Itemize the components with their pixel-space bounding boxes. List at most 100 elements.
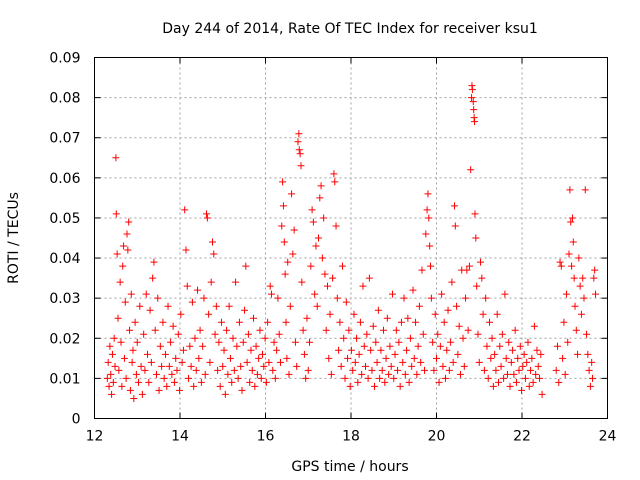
data-point bbox=[429, 338, 437, 346]
data-point bbox=[266, 282, 274, 290]
data-point bbox=[529, 378, 537, 386]
data-point bbox=[501, 290, 509, 298]
data-point bbox=[317, 182, 325, 190]
data-point bbox=[568, 262, 576, 270]
data-point bbox=[401, 370, 409, 378]
data-point bbox=[194, 286, 202, 294]
data-point bbox=[167, 338, 175, 346]
data-point bbox=[516, 342, 524, 350]
data-point bbox=[331, 178, 339, 186]
data-point bbox=[241, 306, 249, 314]
data-point bbox=[408, 362, 416, 370]
data-point bbox=[152, 370, 160, 378]
data-point bbox=[219, 362, 227, 370]
data-point bbox=[342, 298, 350, 306]
data-point bbox=[201, 370, 209, 378]
data-point bbox=[294, 138, 302, 146]
data-point bbox=[507, 358, 515, 366]
y-tick-label: 0 bbox=[72, 412, 81, 428]
data-point bbox=[321, 270, 329, 278]
data-point bbox=[478, 274, 486, 282]
data-point bbox=[382, 354, 390, 362]
data-point bbox=[225, 302, 233, 310]
data-point bbox=[580, 294, 588, 302]
data-points bbox=[103, 82, 600, 402]
data-point bbox=[203, 210, 211, 218]
data-point bbox=[195, 354, 203, 362]
data-point bbox=[427, 262, 435, 270]
data-point bbox=[216, 382, 224, 390]
data-point bbox=[186, 342, 194, 350]
data-point bbox=[178, 358, 186, 366]
data-point bbox=[410, 354, 418, 362]
data-point bbox=[281, 270, 289, 278]
data-point bbox=[307, 262, 315, 270]
data-point bbox=[217, 318, 225, 326]
data-point bbox=[154, 294, 162, 302]
data-point bbox=[505, 338, 513, 346]
data-point bbox=[480, 366, 488, 374]
data-point bbox=[415, 302, 423, 310]
y-tick-label: 0.02 bbox=[49, 331, 80, 347]
data-point bbox=[500, 374, 508, 382]
data-point bbox=[105, 382, 113, 390]
data-point bbox=[229, 334, 237, 342]
data-point bbox=[151, 326, 159, 334]
data-point bbox=[103, 374, 111, 382]
data-point bbox=[397, 318, 405, 326]
chart-title: Day 244 of 2014, Rate Of TEC Index for r… bbox=[162, 21, 538, 37]
data-point bbox=[309, 218, 317, 226]
data-point bbox=[536, 374, 544, 382]
data-point bbox=[488, 334, 496, 342]
data-point bbox=[467, 166, 475, 174]
data-point bbox=[350, 310, 358, 318]
data-point bbox=[479, 310, 487, 318]
data-point bbox=[592, 290, 600, 298]
data-point bbox=[438, 290, 446, 298]
data-point bbox=[211, 330, 219, 338]
data-point bbox=[390, 374, 398, 382]
data-point bbox=[388, 290, 396, 298]
x-tick-label: 12 bbox=[86, 429, 104, 445]
data-point bbox=[377, 346, 385, 354]
data-point bbox=[120, 354, 128, 362]
data-point bbox=[130, 394, 138, 402]
data-point bbox=[449, 358, 457, 366]
data-point bbox=[290, 226, 298, 234]
x-tick-label: 22 bbox=[513, 429, 531, 445]
data-point bbox=[275, 330, 283, 338]
data-point bbox=[406, 334, 414, 342]
data-point bbox=[163, 382, 171, 390]
data-point bbox=[399, 358, 407, 366]
data-point bbox=[385, 370, 393, 378]
data-point bbox=[118, 382, 126, 390]
data-point bbox=[172, 354, 180, 362]
data-point bbox=[360, 342, 368, 350]
data-point bbox=[322, 326, 330, 334]
data-point bbox=[502, 354, 510, 362]
data-point bbox=[242, 262, 250, 270]
data-point bbox=[128, 358, 136, 366]
data-point bbox=[486, 318, 494, 326]
data-point bbox=[562, 290, 570, 298]
data-point bbox=[279, 178, 287, 186]
data-point bbox=[565, 250, 573, 258]
data-point bbox=[568, 214, 576, 222]
data-point bbox=[182, 246, 190, 254]
data-point bbox=[264, 318, 272, 326]
data-point bbox=[221, 390, 229, 398]
data-point bbox=[421, 366, 429, 374]
data-point bbox=[248, 366, 256, 374]
data-point bbox=[279, 202, 287, 210]
data-point bbox=[372, 338, 380, 346]
data-point bbox=[532, 370, 540, 378]
data-point bbox=[306, 338, 314, 346]
data-point bbox=[104, 358, 112, 366]
plot-frame bbox=[94, 57, 608, 419]
data-point bbox=[320, 214, 328, 222]
data-point bbox=[197, 378, 205, 386]
data-point bbox=[412, 318, 420, 326]
data-point bbox=[267, 290, 275, 298]
data-point bbox=[283, 354, 291, 362]
data-point bbox=[155, 386, 163, 394]
